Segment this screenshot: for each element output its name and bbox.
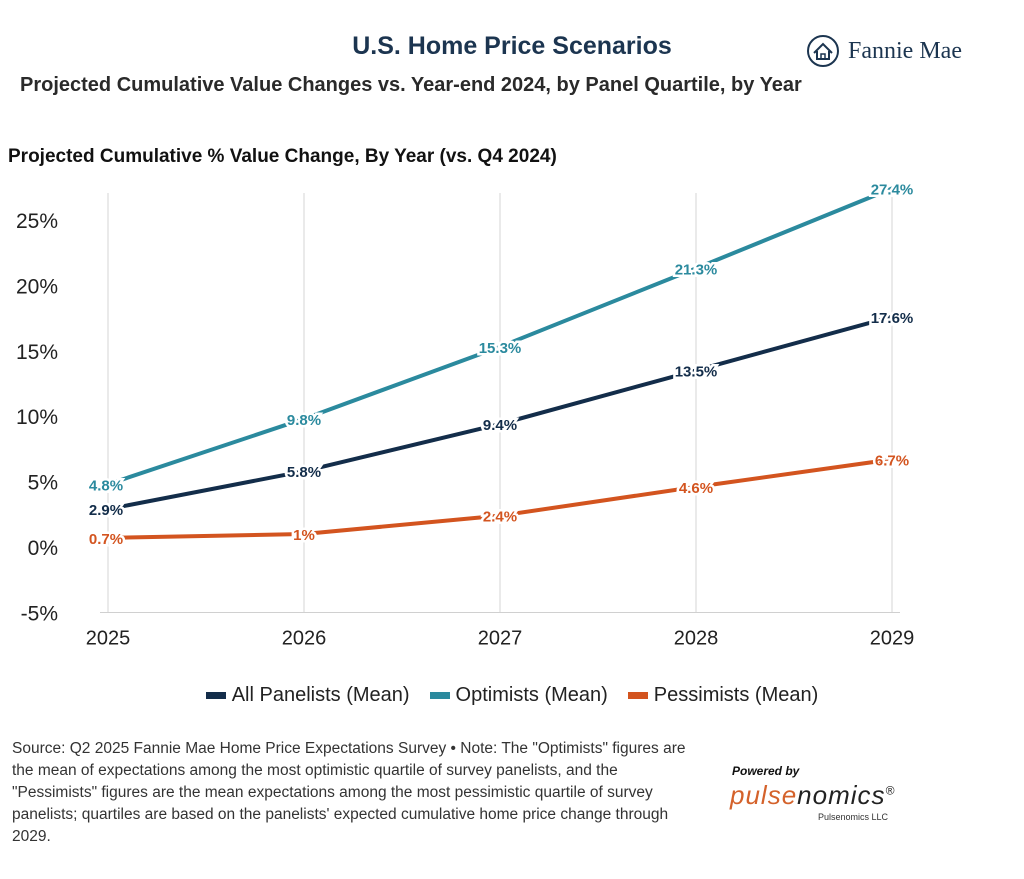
page-title: U.S. Home Price Scenarios [352, 32, 672, 60]
x-tick-label: 2028 [674, 628, 719, 650]
y-tick-label: 15% [16, 341, 58, 364]
data-label: 0.7% [89, 531, 123, 548]
data-point [302, 469, 306, 474]
x-tick-label: 2026 [282, 628, 327, 650]
data-point [890, 314, 894, 319]
legend-label: Optimists (Mean) [455, 684, 608, 706]
data-label: 5.8% [287, 464, 321, 481]
data-label: 4.8% [89, 477, 123, 494]
x-tick-label: 2029 [870, 628, 915, 650]
data-point [694, 368, 698, 373]
legend-label: All Panelists (Mean) [231, 684, 410, 706]
legend-swatch [429, 692, 450, 699]
fannie-mae-logo: Fannie Mae [806, 34, 962, 68]
data-label: 2.4% [483, 509, 517, 526]
x-tick-label: 2027 [478, 628, 523, 650]
data-label: 1% [293, 527, 315, 544]
brand-part2: nomics [797, 780, 886, 810]
x-tick-label: 2025 [86, 628, 131, 650]
legend-swatch [627, 692, 648, 699]
data-point [694, 484, 698, 489]
data-label: 27.4% [871, 182, 914, 199]
y-tick-label: 10% [16, 406, 58, 429]
y-tick-label: 5% [28, 472, 58, 495]
data-label: 13.5% [675, 363, 718, 380]
pulsenomics-company: Pulsenomics LLC [818, 812, 889, 822]
y-tick-label: 0% [28, 537, 58, 560]
y-tick-label: 20% [16, 275, 58, 298]
data-point [106, 507, 110, 512]
brand-part1: pulse [730, 780, 798, 810]
pulsenomics-logo: pulsenomics® [730, 780, 895, 811]
data-label: 4.6% [679, 480, 713, 497]
y-tick-label: 25% [16, 210, 58, 233]
brand-registered-mark: ® [885, 783, 896, 798]
data-point [498, 344, 502, 349]
data-label: 2.9% [89, 502, 123, 519]
page-subtitle: Projected Cumulative Value Changes vs. Y… [20, 74, 802, 96]
powered-by-label: Powered by [732, 764, 800, 778]
data-label: 9.8% [287, 412, 321, 429]
y-tick-label: -5% [21, 603, 58, 626]
source-note: Source: Q2 2025 Fannie Mae Home Price Ex… [12, 740, 686, 845]
data-point [302, 531, 306, 536]
data-point [890, 457, 894, 462]
data-point [498, 422, 502, 427]
data-label: 21.3% [675, 261, 718, 278]
data-label: 9.4% [483, 417, 517, 434]
data-point [106, 535, 110, 540]
house-icon [807, 35, 839, 67]
chart-heading: Projected Cumulative % Value Change, By … [8, 146, 557, 167]
data-point [302, 416, 306, 421]
data-label: 17.6% [871, 310, 914, 327]
legend-item: Optimists (Mean) [429, 684, 608, 707]
legend-swatch [205, 692, 226, 699]
data-point [106, 482, 110, 487]
legend-label: Pessimists (Mean) [653, 684, 819, 706]
legend-item: All Panelists (Mean) [205, 684, 410, 707]
logo-text: Fannie Mae [848, 37, 962, 64]
data-point [498, 513, 502, 518]
data-point [890, 186, 894, 191]
line-chart: 2025 2026 2027 2028 2029 25% 20% 15% 10% 5% 0% -5% 2… [16, 179, 916, 650]
legend-item: Pessimists (Mean) [627, 684, 819, 707]
data-label: 15.3% [479, 340, 522, 357]
data-label: 6.7% [875, 452, 909, 469]
chart-legend: All Panelists (Mean) Optimists (Mean) Pess… [0, 684, 1024, 707]
data-point [694, 266, 698, 271]
